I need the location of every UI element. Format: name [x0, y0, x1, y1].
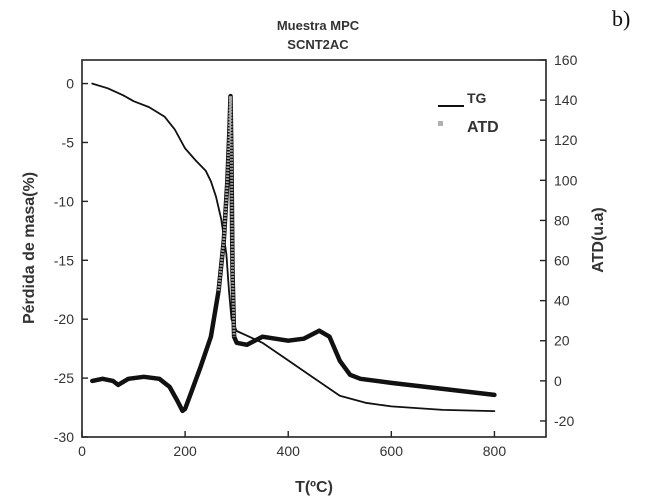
series-line-atd: [90, 93, 497, 414]
y2-tick-label: 20: [554, 333, 570, 349]
y2-tick-label: 60: [554, 253, 570, 269]
y-axis-ticks: 0 -5 -10 -15 -20 -25 -30: [54, 76, 88, 445]
y2-axis-ticks: 160 140 120 100 80 60 40 20 0 -20: [540, 52, 578, 429]
y-tick-label: -30: [54, 429, 74, 445]
y2-tick-label: 160: [554, 52, 578, 68]
y-tick-label: 0: [66, 76, 74, 92]
y-tick-label: -10: [54, 193, 74, 209]
y2-tick-label: 140: [554, 92, 578, 108]
legend-tg-label: TG: [467, 90, 487, 106]
x-axis-ticks: 0 200 400 600 800: [78, 431, 506, 459]
x-axis-label: T(ºC): [295, 479, 333, 496]
x-tick-label: 600: [380, 443, 404, 459]
legend-atd-swatch: [438, 121, 443, 126]
y2-tick-label: 0: [554, 373, 562, 389]
y-axis-label: Pérdida de masa(%): [21, 172, 38, 324]
y2-tick-label: 100: [554, 172, 578, 188]
y-tick-label: -25: [54, 370, 74, 386]
series-peak-atd: [217, 96, 236, 337]
legend: TG ATD: [438, 90, 499, 136]
y2-tick-label: 120: [554, 132, 578, 148]
y2-axis-label: ATD(u.a): [590, 207, 607, 272]
y-tick-label: -15: [54, 252, 74, 268]
series-line-tg: [91, 82, 496, 413]
x-tick-label: 800: [483, 443, 507, 459]
y2-tick-label: 40: [554, 293, 570, 309]
legend-atd-label: ATD: [467, 119, 499, 136]
x-tick-label: 200: [173, 443, 197, 459]
y2-tick-label: -20: [554, 413, 574, 429]
panel-label: b): [612, 6, 631, 31]
x-tick-label: 0: [78, 443, 86, 459]
y-tick-label: -5: [62, 134, 75, 150]
chart-title: Muestra MPC: [277, 18, 360, 33]
chart-subtitle: SCNT2AC: [287, 37, 349, 52]
y2-tick-label: 80: [554, 212, 570, 228]
y-tick-label: -20: [54, 311, 74, 327]
series-layer: [90, 82, 497, 414]
x-tick-label: 400: [277, 443, 301, 459]
plot-frame: [81, 59, 547, 438]
